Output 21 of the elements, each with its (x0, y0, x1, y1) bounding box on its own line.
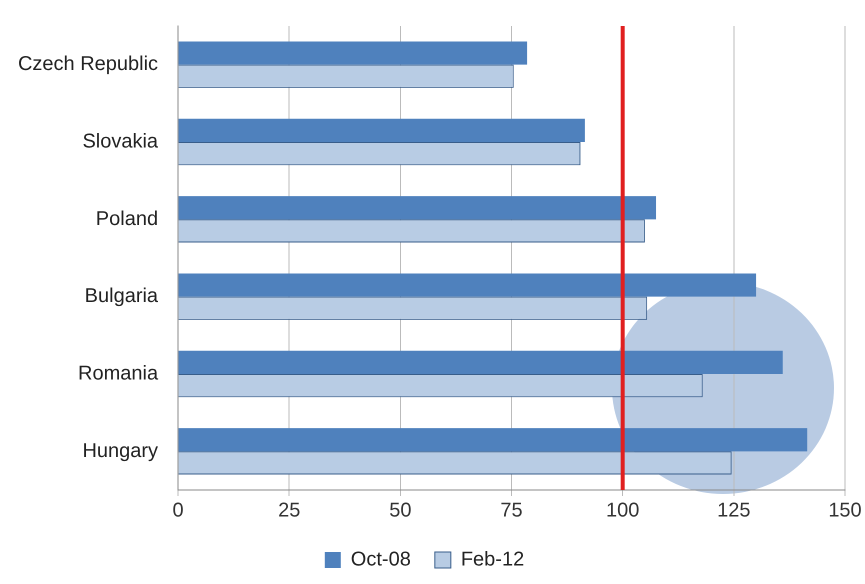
x-tick-label: 150 (828, 500, 862, 522)
y-tick-label: Poland (96, 208, 158, 230)
x-tick-label: 25 (278, 500, 300, 522)
bar (178, 273, 756, 297)
x-tick-label: 125 (717, 500, 751, 522)
x-tick-label: 0 (172, 500, 184, 522)
y-tick-label: Slovakia (82, 130, 159, 153)
bar (178, 428, 808, 452)
y-tick-label: Romania (78, 362, 159, 385)
y-tick-label: Czech Republic (18, 53, 158, 76)
bar (178, 350, 783, 374)
legend-label: Feb-12 (460, 548, 524, 571)
y-tick-label: Bulgaria (84, 285, 159, 308)
bar (178, 41, 528, 65)
x-tick-label: 50 (389, 500, 412, 522)
x-tick-label: 100 (606, 500, 640, 522)
bar (178, 118, 585, 142)
y-tick-label: Hungary (82, 440, 158, 462)
x-tick-label: 75 (500, 500, 523, 522)
legend-label: Oct-08 (350, 548, 411, 571)
bar (178, 196, 656, 220)
